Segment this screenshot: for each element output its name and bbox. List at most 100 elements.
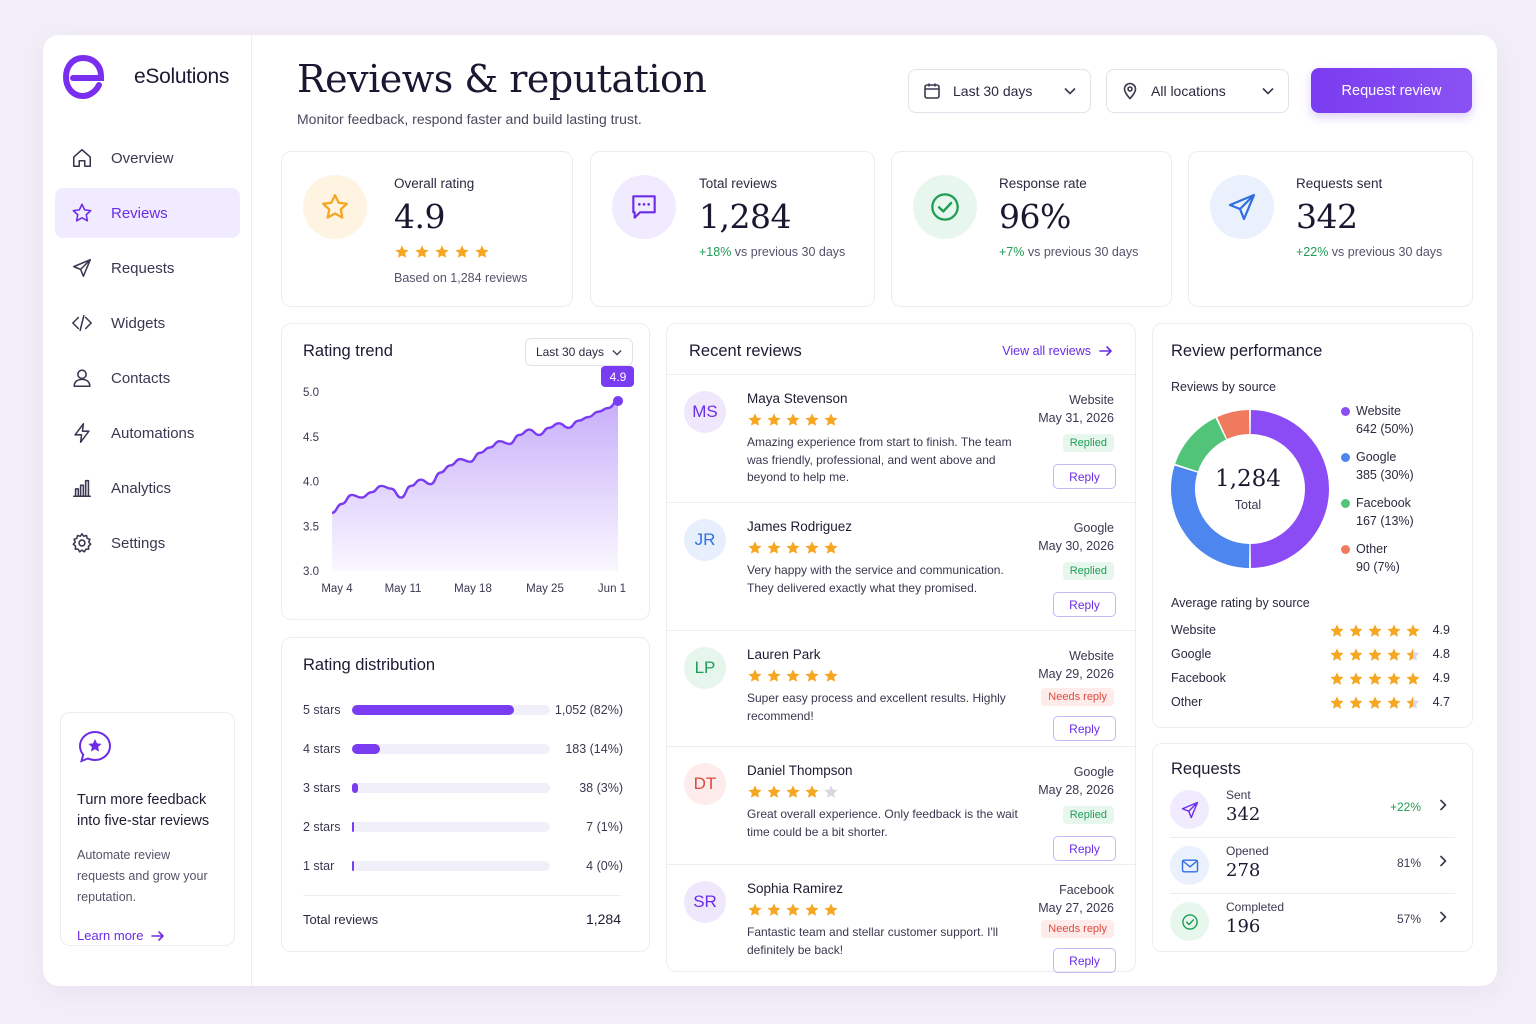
date-range-select[interactable]: Last 30 days — [908, 69, 1091, 113]
avg-stars — [1329, 647, 1421, 663]
request-review-button[interactable]: Request review — [1311, 68, 1472, 113]
learn-more-label: Learn more — [77, 928, 144, 943]
avg-value: 4.8 — [1432, 647, 1450, 661]
request-row-opened[interactable]: Opened 278 81% — [1170, 842, 1455, 894]
kpi-sub: +7% vs previous 30 days — [999, 245, 1138, 259]
location-select[interactable]: All locations — [1106, 69, 1289, 113]
reply-button[interactable]: Reply — [1053, 836, 1116, 861]
send-icon — [1170, 790, 1209, 829]
status-badge: Replied — [1062, 434, 1114, 452]
star-icon — [767, 785, 781, 798]
request-row-completed[interactable]: Completed 196 57% — [1170, 898, 1455, 948]
divider — [303, 895, 621, 896]
kpi-label: Response rate — [999, 176, 1087, 191]
kpi-delta: +22% — [1296, 245, 1329, 259]
request-row-sent[interactable]: Sent 342 +22% — [1170, 786, 1455, 838]
sidebar-item-analytics[interactable]: Analytics — [55, 463, 240, 513]
sidebar-item-requests[interactable]: Requests — [55, 243, 240, 293]
star-icon — [1349, 624, 1363, 637]
rating-distribution-card: Rating distribution 5 stars 1,052 (82%) 4… — [281, 637, 650, 952]
review-source: Website — [1069, 393, 1114, 407]
main-content: Reviews & reputation Monitor feedback, r… — [252, 35, 1497, 986]
review-source: Google — [1073, 765, 1114, 779]
review-text: Great overall experience. Only feedback … — [747, 807, 1018, 839]
star-icon — [824, 413, 838, 426]
donut-slice-website — [1250, 410, 1329, 568]
avatar: MS — [684, 391, 726, 433]
request-percent: +22% — [1389, 800, 1421, 814]
star-icon — [1387, 672, 1401, 685]
kpi-label: Total reviews — [699, 176, 778, 191]
star-icon — [824, 785, 838, 798]
total-reviews-value: 1,284 — [585, 911, 621, 927]
distribution-label: 1 star — [303, 859, 335, 873]
sidebar-item-label: Contacts — [111, 369, 171, 387]
divider — [1170, 837, 1455, 838]
mail-icon — [1170, 846, 1209, 885]
reply-button[interactable]: Reply — [1053, 948, 1116, 973]
star-icon — [1330, 624, 1344, 637]
reply-button[interactable]: Reply — [1053, 716, 1116, 741]
view-all-reviews-link[interactable]: View all reviews — [1002, 344, 1113, 358]
status-badge: Replied — [1062, 806, 1114, 824]
trend-last-label-bg — [601, 365, 634, 387]
view-all-label: View all reviews — [1002, 344, 1091, 358]
reviewer-name: Lauren Park — [747, 647, 821, 662]
legend-detail: 642 (50%) — [1356, 421, 1414, 436]
distribution-count: 1,052 (82%) — [554, 703, 623, 717]
sidebar-item-settings[interactable]: Settings — [55, 518, 240, 568]
avg-rating-row: Google 4.8 — [1171, 646, 1450, 664]
promo-title: Turn more feedback into five-star review… — [77, 792, 210, 829]
rating-stars — [394, 244, 490, 260]
page-subtitle: Monitor feedback, respond faster and bui… — [297, 111, 642, 127]
send-icon — [72, 258, 92, 278]
request-percent: 81% — [1396, 856, 1421, 870]
star-icon — [1368, 624, 1382, 637]
arrow-right-icon — [1099, 346, 1112, 356]
distribution-row: 3 stars 38 (3%) — [303, 778, 623, 798]
review-stars — [747, 668, 839, 684]
avg-stars — [1329, 623, 1421, 639]
sidebar-item-reviews[interactable]: Reviews — [55, 188, 240, 238]
distribution-track — [352, 744, 550, 754]
review-stars — [747, 412, 839, 428]
kpi-compare: vs previous 30 days — [1024, 245, 1139, 259]
trend-last-label: 4.9 — [610, 370, 627, 384]
reply-button[interactable]: Reply — [1053, 592, 1116, 617]
chevron-right-icon — [1439, 855, 1447, 867]
status-badge: Replied — [1062, 562, 1114, 580]
trend-range-select[interactable]: Last 30 days — [524, 338, 633, 366]
star-icon — [1406, 672, 1420, 685]
brand[interactable]: eSolutions — [63, 55, 229, 99]
review-stars — [747, 540, 839, 556]
half-star-icon — [1406, 648, 1420, 661]
total-reviews-label: Total reviews — [303, 912, 379, 927]
gear-icon — [72, 533, 92, 553]
review-item: LP Lauren Park Super easy process and ex… — [667, 630, 1135, 746]
legend-dot — [1341, 407, 1350, 416]
sidebar-item-overview[interactable]: Overview — [55, 133, 240, 183]
reviewer-name: Maya Stevenson — [747, 391, 848, 406]
distribution-row: 5 stars 1,052 (82%) — [303, 700, 623, 720]
sidebar-item-widgets[interactable]: Widgets — [55, 298, 240, 348]
distribution-count: 183 (14%) — [565, 742, 623, 756]
learn-more-link[interactable]: Learn more — [77, 928, 218, 943]
star-icon — [1349, 648, 1363, 661]
star-icon — [805, 903, 819, 916]
sidebar-item-contacts[interactable]: Contacts — [55, 353, 240, 403]
request-value: 196 — [1226, 916, 1261, 937]
avg-rating-row: Other 4.7 — [1171, 694, 1450, 712]
legend-name: Facebook — [1356, 496, 1411, 510]
kpi-compare: vs previous 30 days — [731, 245, 846, 259]
request-percent: 57% — [1396, 912, 1421, 926]
star-icon — [1387, 624, 1401, 637]
avg-rating-label: Average rating by source — [1171, 596, 1310, 610]
sidebar-item-automations[interactable]: Automations — [55, 408, 240, 458]
star-icon — [1368, 696, 1382, 709]
reply-button[interactable]: Reply — [1053, 464, 1116, 489]
avg-stars — [1329, 671, 1421, 687]
legend-dot — [1341, 453, 1350, 462]
location-label: All locations — [1151, 83, 1226, 99]
y-tick-label: 3.0 — [303, 566, 319, 578]
avg-source: Other — [1171, 695, 1203, 709]
